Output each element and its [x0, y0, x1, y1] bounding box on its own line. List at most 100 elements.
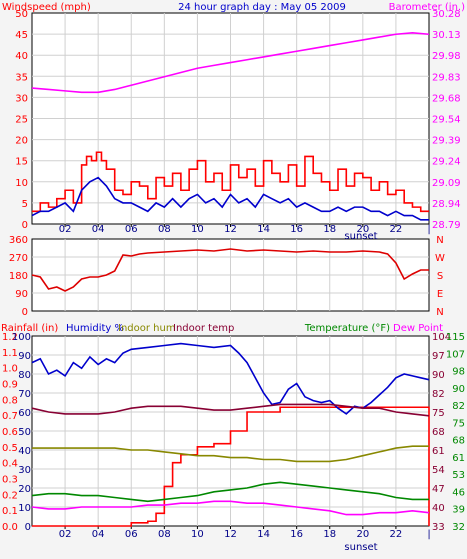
rain-tick: 0.8: [2, 395, 18, 406]
dir-tick: 180: [9, 271, 28, 282]
direction-grid: [32, 239, 429, 311]
baro-tick: 29.39: [432, 136, 461, 147]
wind-tick: 10: [15, 178, 28, 189]
wind-series: [31, 32, 430, 221]
x-tick-label: 16: [290, 529, 303, 540]
baro-tick: 29.68: [432, 93, 461, 104]
x-tick-label: 12: [224, 529, 237, 540]
temp-inner-tick: 33: [432, 522, 445, 533]
baro-tick: 30.13: [432, 30, 461, 41]
wind-tick: 35: [15, 72, 28, 83]
wind-tick: 20: [15, 136, 28, 147]
hum-tick: 60: [18, 408, 31, 419]
temp-inner-tick: 54: [432, 465, 445, 476]
wind-tick: 5: [22, 199, 28, 210]
hum-tick: 40: [18, 446, 31, 457]
direction-series: [31, 248, 429, 292]
x-tick-label: 16: [290, 224, 303, 235]
compass-tick: N: [436, 307, 443, 318]
wind-grid: [32, 13, 429, 224]
x-tick-label: 04: [92, 224, 105, 235]
baro-tick: 29.09: [432, 178, 461, 189]
x-tick-label: 14: [257, 529, 270, 540]
wind-tick: 15: [15, 157, 28, 168]
barometer-y-ticks: 28.79 28.94 29.09 29.24 29.39 29.54 29.68 29.83…: [432, 9, 461, 231]
x-tick-label: 04: [92, 529, 105, 540]
wind-x-ticks: 02 04 06 08 10 12 14 16 18 20 22 |: [59, 224, 431, 235]
hum-tick: 20: [18, 484, 31, 495]
wind-ylabel: Windspeed (mph): [2, 2, 91, 13]
temp-right-tick: 90: [452, 384, 465, 395]
hum-tick: 30: [18, 465, 31, 476]
x-tick-label: 14: [257, 224, 270, 235]
x-tick-label: 22: [390, 529, 403, 540]
rain-tick: 1.0: [2, 364, 18, 375]
rain-tick: 0.5: [2, 443, 18, 454]
rain-tick: 1.2: [2, 332, 18, 343]
dir-tick: 270: [9, 253, 28, 264]
rain-y-ticks: 0.0 0.1 0.2 0.3 0.4 0.5 0.6 0.7 0.8 0.9 1.0 1.1 1.2: [2, 332, 18, 533]
humidity-y-ticks: 0 10 20 30 40 50 60 70 80 90 100: [12, 332, 31, 533]
hum-tick: 10: [18, 503, 31, 514]
baro-tick: 30.28: [432, 9, 461, 20]
wind-tick: 50: [15, 9, 28, 20]
x-tick-label: 06: [125, 529, 138, 540]
wind-tick: 45: [15, 30, 28, 41]
x-tick-label: 06: [125, 224, 138, 235]
x-tick-label: 10: [191, 529, 204, 540]
temp-right-tick: 53: [452, 470, 465, 481]
dir-tick: 360: [9, 235, 28, 246]
temp-inner-tick: 82: [432, 389, 445, 400]
wind-tick: 25: [15, 115, 28, 126]
humidity-label: Humidity %: [66, 323, 124, 334]
x-tick-label: 02: [59, 529, 72, 540]
temp-right-tick: 61: [452, 453, 465, 464]
baro-tick: 28.94: [432, 199, 461, 210]
hum-tick: 100: [12, 332, 31, 343]
temp-x-ticks: 02 04 06 08 10 12 14 16 18 20 22 |: [59, 526, 431, 540]
wind-gust-line: [32, 151, 429, 213]
hum-tick: 70: [18, 389, 31, 400]
x-tick-label: 08: [158, 529, 171, 540]
rain-tick: 0.4: [2, 459, 18, 470]
temp-right-tick: 107: [446, 349, 465, 360]
x-tick-label: 12: [224, 224, 237, 235]
compass-tick: W: [435, 253, 445, 264]
direction-y-ticks: 0 90 180 270 360: [9, 235, 28, 318]
temp-grid: [32, 336, 429, 526]
compass-tick: E: [437, 289, 443, 300]
hum-tick: 0: [25, 522, 31, 533]
x-tick-end: |: [427, 529, 430, 540]
temp-inner-ticks: 33 40 47 54 61 68 75 82 90 97 104: [432, 332, 451, 533]
dir-tick: 90: [15, 289, 28, 300]
x-tick-label: 08: [158, 224, 171, 235]
temp-inner-tick: 68: [432, 427, 445, 438]
rain-tick: 0.0: [2, 522, 18, 533]
rain-tick: 0.9: [2, 380, 18, 391]
temp-right-tick: 46: [452, 487, 465, 498]
rain-tick: 0.6: [2, 427, 18, 438]
temp-inner-tick: 97: [432, 351, 445, 362]
temp-inner-tick: 75: [432, 408, 445, 419]
temp-inner-tick: 90: [432, 370, 445, 381]
temp-inner-tick: 40: [432, 503, 445, 514]
rain-tick: 0.7: [2, 411, 18, 422]
dewpoint-label: Dew Point: [393, 323, 443, 334]
x-tick-label: 18: [323, 224, 336, 235]
temp-right-tick: 32: [452, 522, 465, 533]
x-tick-label: 20: [356, 224, 369, 235]
baro-tick: 29.54: [432, 115, 461, 126]
series-line-2: [32, 445, 429, 463]
rain-tick: 0.2: [2, 490, 18, 501]
temp-right-tick: 68: [452, 436, 465, 447]
sunset-marker-top: sunset: [344, 231, 377, 242]
baro-tick: 29.24: [432, 157, 461, 168]
compass-tick: S: [437, 271, 443, 282]
rainfall-label: Rainfall (in): [1, 323, 58, 334]
wind-y-ticks: 0 5 10 15 20 25 30 35 40 45 50: [15, 9, 28, 231]
wind-direction-line: [31, 248, 429, 292]
hum-tick: 50: [18, 427, 31, 438]
x-tick-label: 20: [356, 529, 369, 540]
wind-tick: 0: [22, 220, 28, 231]
